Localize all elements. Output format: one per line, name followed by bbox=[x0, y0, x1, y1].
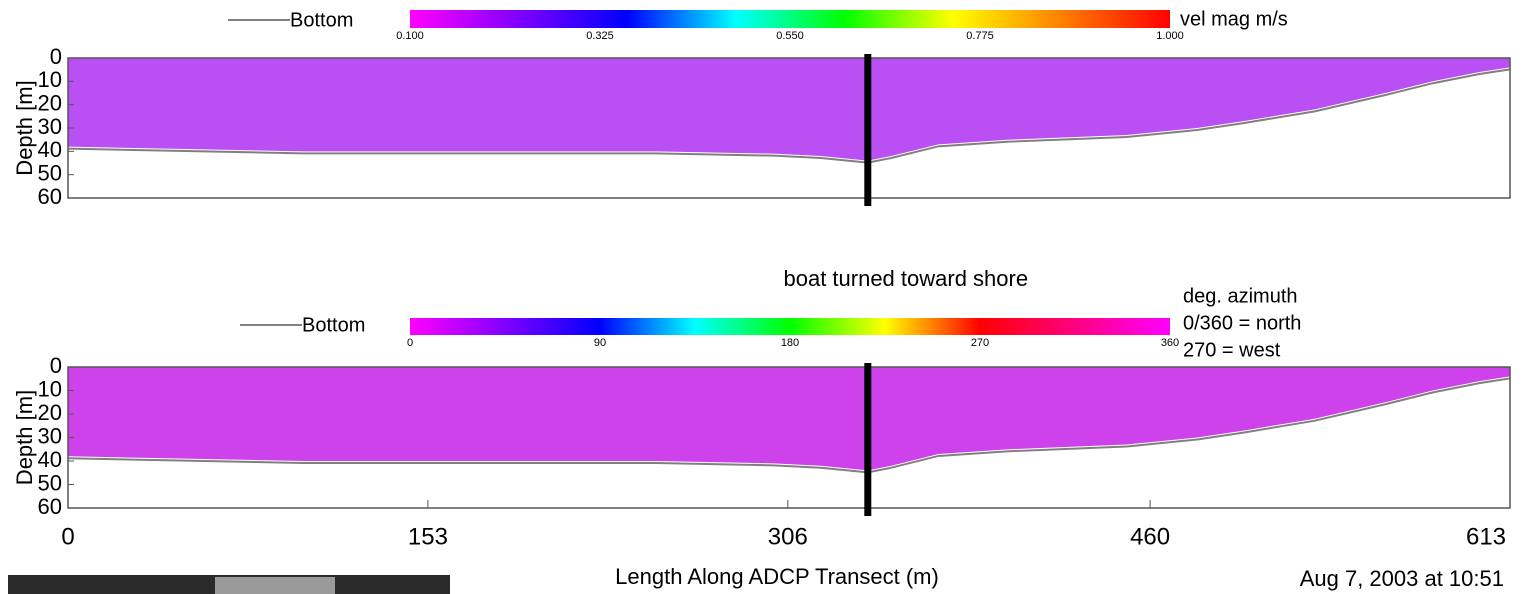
colorbar-label: deg. azimuth bbox=[1183, 285, 1298, 307]
legend-label: Bottom bbox=[290, 9, 353, 31]
colorbar-tick-label: 0.550 bbox=[776, 30, 804, 42]
bottom-line bbox=[67, 68, 1511, 164]
colorbar-tick-label: 90 bbox=[594, 337, 606, 349]
colorbar bbox=[410, 318, 1170, 335]
colorbar-tick-label: 1.000 bbox=[1156, 30, 1184, 42]
y-tick-label: 40 bbox=[38, 447, 62, 472]
y-axis-label: Depth [m] bbox=[12, 390, 37, 485]
colorbar-tick-label: 0.325 bbox=[586, 30, 614, 42]
colorbar bbox=[410, 10, 1170, 28]
legend-label: Bottom bbox=[302, 314, 365, 336]
y-tick-label: 20 bbox=[38, 90, 62, 115]
colorbar-tick-label: 180 bbox=[781, 337, 799, 349]
date-label: Aug 7, 2003 at 10:51 bbox=[1300, 566, 1504, 591]
y-tick-label: 60 bbox=[38, 184, 62, 209]
y-tick-label: 50 bbox=[38, 160, 62, 185]
y-tick-label: 10 bbox=[38, 376, 62, 401]
y-tick-label: 0 bbox=[50, 353, 62, 378]
y-tick-label: 60 bbox=[38, 494, 62, 519]
annotation: boat turned toward shore bbox=[783, 266, 1028, 291]
x-tick-label: 306 bbox=[768, 523, 808, 550]
x-tick-label: 460 bbox=[1130, 523, 1170, 550]
x-tick-label: 0 bbox=[61, 523, 74, 550]
y-tick-label: 10 bbox=[38, 67, 62, 92]
x-axis-label: Length Along ADCP Transect (m) bbox=[615, 564, 939, 589]
colorbar-tick-label: 270 bbox=[971, 337, 989, 349]
velocity-field bbox=[68, 367, 1510, 471]
y-tick-label: 50 bbox=[38, 470, 62, 495]
photo-detail bbox=[215, 577, 335, 594]
x-tick-label: 613 bbox=[1466, 523, 1506, 550]
colorbar-tick-label: 0.775 bbox=[966, 30, 994, 42]
y-tick-label: 30 bbox=[38, 423, 62, 448]
y-tick-label: 30 bbox=[38, 114, 62, 139]
bottom-line bbox=[67, 377, 1511, 474]
y-axis-label: Depth [m] bbox=[12, 80, 37, 175]
colorbar-tick-label: 0 bbox=[407, 337, 413, 349]
y-tick-label: 40 bbox=[38, 137, 62, 162]
y-tick-label: 20 bbox=[38, 400, 62, 425]
colorbar-label: 270 = west bbox=[1183, 339, 1281, 361]
velocity-field bbox=[68, 58, 1510, 161]
y-tick-label: 0 bbox=[50, 44, 62, 69]
colorbar-tick-label: 0.100 bbox=[396, 30, 424, 42]
colorbar-tick-label: 360 bbox=[1161, 337, 1179, 349]
x-tick-label: 153 bbox=[408, 523, 448, 550]
colorbar-label: 0/360 = north bbox=[1183, 312, 1301, 334]
colorbar-label: vel mag m/s bbox=[1180, 8, 1288, 30]
